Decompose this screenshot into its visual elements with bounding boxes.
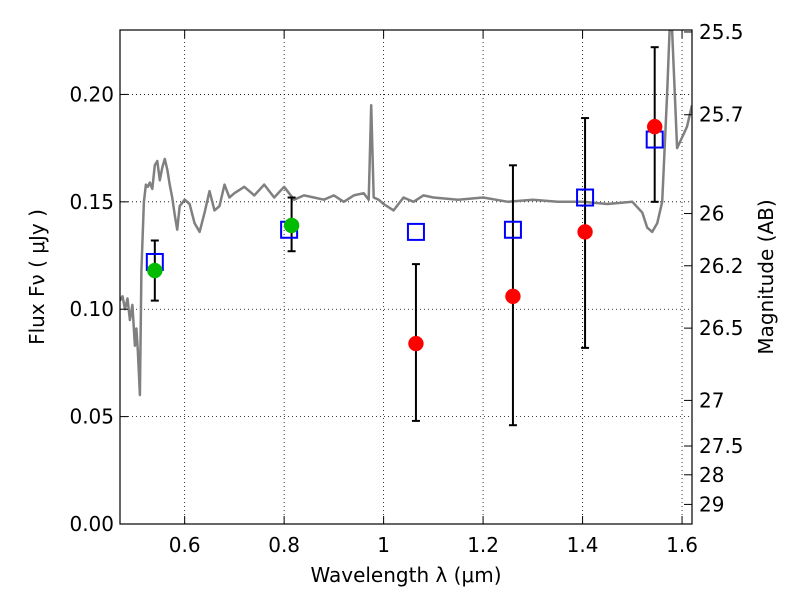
model-square-marker xyxy=(406,222,425,241)
y-tick-label: 0.05 xyxy=(69,405,114,429)
y-tick-label: 0.15 xyxy=(69,190,114,214)
y2-tick-label: 25.5 xyxy=(699,20,744,44)
x-tick-label: 1.2 xyxy=(467,533,499,557)
model-square-marker xyxy=(503,220,522,239)
x-tick-label: 1.4 xyxy=(567,533,599,557)
spectrum-layer xyxy=(120,30,692,397)
y-tick-label: 0.20 xyxy=(69,82,114,106)
grid xyxy=(120,30,692,525)
y2-tick-label: 25.7 xyxy=(699,103,744,127)
y2-tick-label: 26.5 xyxy=(699,316,744,340)
axes-layer xyxy=(119,29,693,525)
y2-tick-label: 27.5 xyxy=(699,434,744,458)
y2-tick-label: 26 xyxy=(699,202,724,226)
plot-frame xyxy=(119,29,693,525)
green-data-point xyxy=(283,217,300,234)
red-data-point xyxy=(505,288,521,305)
green-data-point xyxy=(147,262,163,279)
y2-tick-label: 28 xyxy=(699,463,724,487)
y-tick-label: 0.10 xyxy=(69,297,114,321)
x-tick-label: 1 xyxy=(377,533,390,557)
spectrum-line xyxy=(120,30,692,397)
x-tick-label: 0.8 xyxy=(268,533,300,557)
model-square-marker xyxy=(576,188,595,207)
x-tick-label: 1.6 xyxy=(666,533,698,557)
marker-layer xyxy=(145,118,664,352)
red-data-point xyxy=(577,224,593,240)
y-axis-label: Flux Fν ( μJy ) xyxy=(25,209,49,345)
x-tick-label: 0.6 xyxy=(169,533,201,557)
red-data-point xyxy=(646,118,663,135)
red-data-point xyxy=(408,335,424,352)
y2-tick-label: 29 xyxy=(699,492,724,516)
y2-tick-label: 27 xyxy=(699,388,724,412)
x-axis-label: Wavelength λ (μm) xyxy=(310,563,501,587)
y-tick-label: 0.00 xyxy=(69,512,114,536)
y2-tick-label: 26.2 xyxy=(699,254,744,278)
ticks-layer: 0.6 0.8 1 1.2 1.4 1.6 0.00 0.05 0.10 0.15 0.20 25.5… xyxy=(69,20,743,557)
y2-axis-label: Magnitude (AB) xyxy=(754,199,778,354)
